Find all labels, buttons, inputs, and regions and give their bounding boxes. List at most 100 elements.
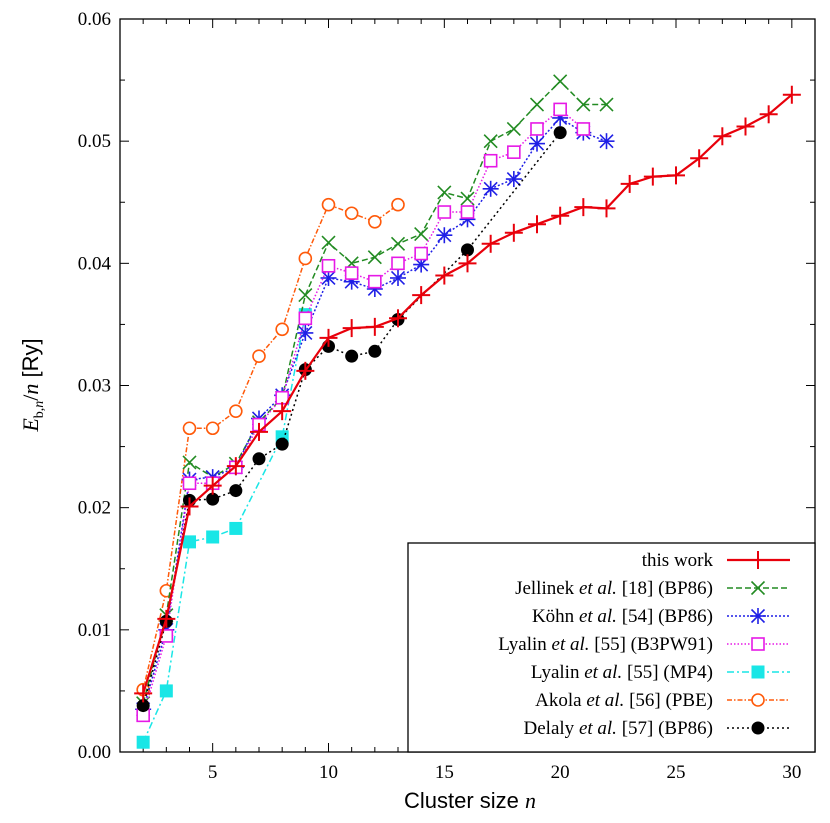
y-axis-title-slash: / xyxy=(18,394,43,401)
data-point xyxy=(321,197,336,212)
data-point xyxy=(159,684,173,698)
marker-stroke xyxy=(483,134,498,149)
legend-rest: [54] (BP86) xyxy=(617,606,713,627)
data-point xyxy=(275,437,289,451)
y-tick-label: 0.02 xyxy=(78,498,111,519)
legend-marker-swatch xyxy=(751,665,765,679)
marker-stroke xyxy=(414,226,429,242)
data-point xyxy=(713,127,732,146)
data-point xyxy=(529,97,545,112)
data-point xyxy=(481,234,500,253)
y-tick-label: 0.06 xyxy=(78,9,111,30)
x-tick-label: 5 xyxy=(208,762,218,783)
y-axis-title-n: n xyxy=(18,384,43,395)
data-point xyxy=(390,236,406,251)
marker-stroke xyxy=(599,97,614,112)
data-point xyxy=(391,256,405,271)
x-tick-label: 20 xyxy=(551,762,570,783)
legend-etal: et al. xyxy=(579,718,617,739)
x-axis-title-variable: n xyxy=(525,788,536,813)
marker-stroke xyxy=(298,288,313,303)
marker-stroke xyxy=(390,236,406,251)
legend-author: Köhn xyxy=(532,606,579,627)
data-point xyxy=(390,269,406,286)
data-point xyxy=(597,199,616,218)
data-point xyxy=(134,684,153,703)
legend-label: Lyalin et al. [55] (B3PW91) xyxy=(498,634,713,655)
marker-stroke xyxy=(367,250,382,265)
data-point xyxy=(736,117,755,136)
y-tick-label: 0.05 xyxy=(78,131,111,152)
data-point xyxy=(414,246,428,261)
marker-stroke xyxy=(460,191,475,206)
data-point xyxy=(458,254,477,273)
data-point xyxy=(342,319,361,338)
data-point xyxy=(643,167,662,186)
data-point xyxy=(273,402,292,421)
data-point xyxy=(483,134,498,149)
data-point xyxy=(782,85,801,104)
legend-box xyxy=(407,542,816,753)
data-point xyxy=(461,243,474,257)
data-point xyxy=(529,135,545,152)
data-point xyxy=(504,223,523,242)
data-point xyxy=(344,206,359,221)
x-tick-label: 25 xyxy=(667,762,686,783)
y-axis-title-subscript: b, xyxy=(32,408,47,419)
data-point xyxy=(759,105,778,124)
legend-author: Lyalin xyxy=(498,634,551,655)
data-point xyxy=(367,250,382,265)
legend-etal: et al. xyxy=(579,606,617,627)
axes-layer: 5 10 15 20 25 30 0.00 0.01 0.02 0.03 0.04 0.05 0.06 xyxy=(78,9,816,783)
data-point xyxy=(690,149,709,168)
legend-marker-swatch xyxy=(750,580,766,596)
legend-etal: et al. xyxy=(586,690,624,711)
data-point xyxy=(482,180,499,197)
data-point xyxy=(368,274,382,289)
data-point xyxy=(576,122,591,136)
data-point xyxy=(576,97,591,112)
marker-stroke xyxy=(437,185,452,200)
data-point xyxy=(368,344,382,358)
legend-rest: [56] (PBE) xyxy=(624,690,713,711)
data-point xyxy=(365,317,384,336)
data-point xyxy=(180,497,199,516)
x-tick-label: 10 xyxy=(319,762,338,783)
data-point xyxy=(460,205,475,219)
legend-author: Delaly xyxy=(524,718,579,739)
data-point xyxy=(412,286,431,305)
marker-stroke xyxy=(553,74,568,89)
legend-label: this work xyxy=(642,550,714,571)
data-point xyxy=(574,198,593,217)
y-tick-label: 0.04 xyxy=(78,253,112,274)
data-point xyxy=(599,97,614,112)
legend-author: Akola xyxy=(535,690,586,711)
x-tick-label: 15 xyxy=(435,762,454,783)
data-point xyxy=(275,322,289,337)
data-point xyxy=(437,205,452,219)
data-point xyxy=(298,288,313,303)
legend-label: Jellinek et al. [18] (BP86) xyxy=(515,578,713,599)
data-point xyxy=(226,457,245,476)
data-point xyxy=(507,145,521,159)
legend-rest: [57] (BP86) xyxy=(617,718,713,739)
data-point xyxy=(182,421,197,436)
data-point xyxy=(229,484,243,498)
y-axis-title-E: E xyxy=(18,418,43,433)
data-point xyxy=(344,266,359,280)
x-axis-title: Cluster size n xyxy=(404,788,536,813)
data-point xyxy=(252,452,266,466)
legend-etal: et al. xyxy=(584,662,622,683)
data-point xyxy=(206,530,220,544)
data-point xyxy=(320,269,337,286)
legend-marker-swatch xyxy=(751,721,765,735)
legend-author: Jellinek xyxy=(515,578,579,599)
y-tick-label: 0.03 xyxy=(78,376,111,397)
y-axis-title-unit: [Ry] xyxy=(18,338,43,383)
data-point xyxy=(483,153,498,168)
y-tick-label: 0.00 xyxy=(78,742,111,763)
legend-rest: this work xyxy=(642,550,714,571)
data-point xyxy=(157,609,176,628)
legend-rest: [55] (MP4) xyxy=(622,662,713,683)
x-tick-label: 30 xyxy=(782,762,801,783)
